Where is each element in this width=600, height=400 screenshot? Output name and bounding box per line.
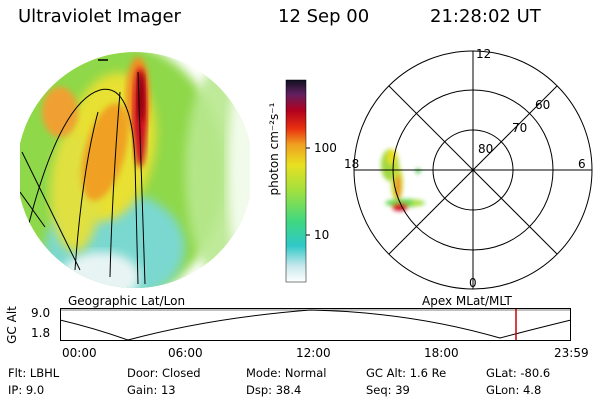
mlt-label-6: 6 (578, 157, 586, 171)
altitude-xtick-1800: 18:00 (424, 346, 459, 360)
mlt-label-12: 12 (476, 47, 492, 61)
info-glon: GLon: 4.8 (486, 383, 542, 397)
info-glat: GLat: -80.6 (486, 366, 551, 380)
geographic-panel-label: Geographic Lat/Lon (68, 294, 186, 308)
info-seq: Seq: 39 (366, 383, 410, 397)
date-label: 12 Sep 00 (278, 6, 370, 27)
altitude-xtick-1200: 12:00 (296, 346, 331, 360)
apex-panel-label: Apex MLat/MLT (422, 294, 512, 308)
altitude-xtick-0000: 00:00 (62, 346, 97, 360)
info-dsp: Dsp: 38.4 (246, 383, 302, 397)
info-door: Door: Closed (127, 366, 201, 380)
altitude-ylabel: GC Alt (5, 306, 19, 344)
altitude-xtick-0600: 06:00 (168, 346, 203, 360)
instrument-title: Ultraviolet Imager (18, 6, 181, 27)
altitude-xtick-2359: 23:59 (554, 346, 589, 360)
lat-label-60: 60 (535, 98, 551, 112)
mlt-label-18: 18 (344, 157, 360, 171)
geographic-image (20, 52, 250, 288)
lat-label-80: 80 (478, 142, 494, 156)
colorbar-label: photon cm⁻²s⁻¹ (267, 102, 281, 196)
mlt-label-0: 0 (469, 276, 477, 290)
time-label: 21:28:02 UT (430, 6, 541, 27)
altitude-ytick-1: 1.8 (31, 326, 51, 340)
polar-plot (353, 50, 593, 290)
info-gain: Gain: 13 (127, 383, 176, 397)
altitude-ytick-9: 9.0 (31, 306, 51, 320)
info-mode: Mode: Normal (246, 366, 327, 380)
altitude-plot (60, 308, 572, 341)
info-flt: Flt: LBHL (8, 366, 60, 380)
info-ip: IP: 9.0 (8, 383, 45, 397)
info-gc-alt: GC Alt: 1.6 Re (366, 366, 447, 380)
colorbar-tick-100: 100 (314, 141, 337, 155)
lat-label-70: 70 (512, 121, 528, 135)
colorbar-tick-10: 10 (314, 228, 330, 242)
colorbar (285, 79, 310, 283)
